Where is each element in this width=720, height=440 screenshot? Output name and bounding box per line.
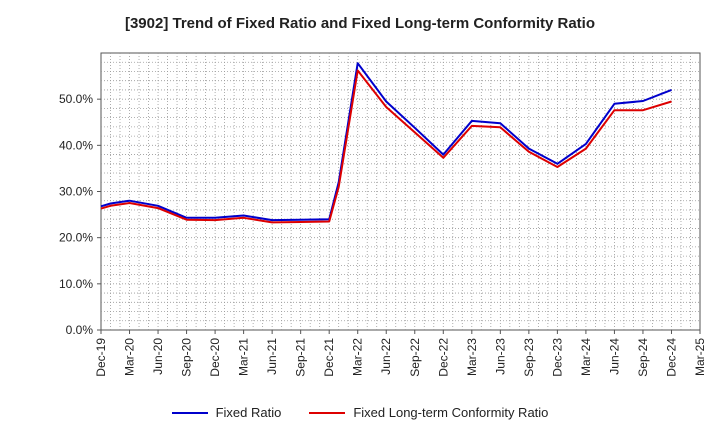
plot-area	[100, 52, 701, 331]
x-tick-label: Dec-21	[322, 338, 336, 377]
y-tick-label: 0.0%	[66, 323, 94, 337]
x-tick-label: Mar-23	[465, 338, 479, 376]
x-tick-label: Mar-20	[123, 338, 137, 376]
x-tick-label: Dec-20	[208, 338, 222, 377]
legend-item-fixed-ratio: Fixed Ratio	[171, 405, 282, 420]
x-tick-label: Mar-21	[237, 338, 251, 376]
x-tick-label: Sep-20	[180, 338, 194, 377]
x-tick-label: Sep-21	[294, 338, 308, 377]
x-tick-label: Sep-24	[636, 338, 650, 377]
y-tick-label: 10.0%	[59, 277, 93, 291]
x-tick-label: Jun-20	[151, 338, 165, 375]
x-tick-label: Mar-22	[351, 338, 365, 376]
x-tick-label: Sep-22	[408, 338, 422, 377]
y-tick-label: 50.0%	[59, 92, 93, 106]
legend-item-fixed-long-term-conformity-ratio: Fixed Long-term Conformity Ratio	[309, 405, 548, 420]
x-tick-label: Dec-24	[664, 338, 678, 377]
x-tick-label: Jun-23	[493, 338, 507, 375]
legend-label-fixed-ratio: Fixed Ratio	[215, 405, 282, 420]
chart-title: [3902] Trend of Fixed Ratio and Fixed Lo…	[124, 15, 596, 32]
series-line-fixed-long-term-conformity-ratio	[100, 69, 672, 224]
legend-swatch-fixed-long-term-conformity-ratio	[309, 411, 346, 414]
legend-label-fixed-long-term-conformity-ratio: Fixed Long-term Conformity Ratio	[353, 405, 549, 420]
legend-swatch-fixed-ratio	[171, 411, 208, 414]
x-tick-label: Jun-22	[379, 338, 393, 375]
x-tick-label: Mar-25	[693, 338, 707, 376]
x-tick-label: Sep-23	[522, 338, 536, 377]
series-line-fixed-ratio	[100, 62, 672, 222]
y-tick-label: 40.0%	[59, 138, 93, 152]
x-tick-label: Mar-24	[579, 338, 593, 376]
x-tick-label: Dec-19	[94, 338, 108, 377]
x-tick-label: Dec-23	[550, 338, 564, 377]
chart-legend: Fixed Ratio Fixed Long-term Conformity R…	[0, 405, 720, 420]
y-tick-label: 30.0%	[59, 185, 93, 199]
x-tick-label: Dec-22	[436, 338, 450, 377]
x-tick-label: Jun-24	[607, 338, 621, 375]
y-tick-label: 20.0%	[59, 231, 93, 245]
x-tick-label: Jun-21	[265, 338, 279, 375]
